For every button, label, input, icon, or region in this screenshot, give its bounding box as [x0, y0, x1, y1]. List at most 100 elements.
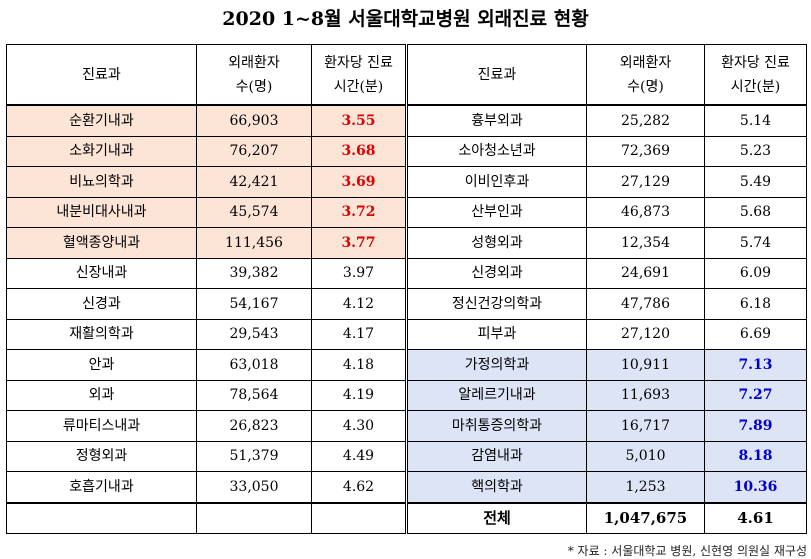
dept-cell: 산부인과 — [405, 196, 587, 228]
header-patients-line2: 수(명) — [235, 78, 273, 95]
source-note: * 자료 : 서울대학교 병원, 신현영 의원실 재구성 — [567, 544, 807, 558]
total-patients: 1,047,675 — [586, 502, 705, 534]
time-cell: 7.13 — [704, 349, 807, 381]
header-time-line2: 시간(분) — [333, 78, 384, 95]
time-cell: 4.49 — [311, 440, 407, 472]
time-cell: 5.14 — [704, 104, 807, 137]
table-row: 내분비대사내과 45,574 3.72 산부인과 46,873 5.68 — [6, 196, 807, 228]
table-row: 신장내과 39,382 3.97 신경외과 24,691 6.09 — [6, 257, 807, 289]
time-cell: 3.72 — [311, 196, 407, 228]
patients-cell: 29,543 — [196, 318, 312, 350]
patients-cell: 54,167 — [196, 288, 312, 320]
time-cell: 4.17 — [311, 318, 407, 350]
dept-cell: 순환기내과 — [6, 104, 197, 137]
patients-cell: 47,786 — [586, 288, 705, 320]
header-patients-right: 외래환자 수(명) — [586, 44, 705, 106]
total-row: 전체 1,047,675 4.61 — [6, 502, 807, 534]
patients-cell: 63,018 — [196, 349, 312, 381]
header-time-line1: 환자당 진료 — [324, 54, 393, 71]
patients-cell: 72,369 — [586, 135, 705, 167]
time-cell: 5.68 — [704, 196, 807, 228]
time-cell: 5.74 — [704, 227, 807, 259]
patients-cell: 27,129 — [586, 166, 705, 198]
dept-cell: 감염내과 — [405, 440, 587, 472]
time-cell: 4.30 — [311, 410, 407, 442]
header-patients-left: 외래환자 수(명) — [196, 44, 312, 106]
dept-cell: 신경외과 — [405, 257, 587, 289]
dept-cell: 알레르기내과 — [405, 379, 587, 411]
header-time-left: 환자당 진료 시간(분) — [311, 44, 407, 106]
header-time-line2: 시간(분) — [730, 78, 781, 95]
dept-cell: 내분비대사내과 — [6, 196, 197, 228]
time-cell: 7.89 — [704, 410, 807, 442]
table-row: 신경과 54,167 4.12 정신건강의학과 47,786 6.18 — [6, 288, 807, 320]
patients-cell: 26,823 — [196, 410, 312, 442]
header-time-right: 환자당 진료 시간(분) — [704, 44, 807, 106]
total-left-blank — [196, 502, 312, 534]
dept-cell: 이비인후과 — [405, 166, 587, 198]
dept-cell: 피부과 — [405, 318, 587, 350]
total-label: 전체 — [405, 502, 587, 534]
patients-cell: 66,903 — [196, 104, 312, 137]
table-row: 비뇨의학과 42,421 3.69 이비인후과 27,129 5.49 — [6, 166, 807, 198]
patients-cell: 42,421 — [196, 166, 312, 198]
header-time-line1: 환자당 진료 — [721, 54, 790, 71]
patients-cell: 111,456 — [196, 227, 312, 259]
table-row: 소화기내과 76,207 3.68 소아청소년과 72,369 5.23 — [6, 135, 807, 167]
patients-cell: 5,010 — [586, 440, 705, 472]
time-cell: 10.36 — [704, 471, 807, 504]
patients-cell: 10,911 — [586, 349, 705, 381]
time-cell: 4.19 — [311, 379, 407, 411]
patients-cell: 1,253 — [586, 471, 705, 504]
time-cell: 7.27 — [704, 379, 807, 411]
header-patients-line2: 수(명) — [627, 78, 664, 95]
table-row: 순환기내과 66,903 3.55 흉부외과 25,282 5.14 — [6, 104, 807, 137]
time-cell: 3.77 — [311, 227, 407, 259]
patients-cell: 45,574 — [196, 196, 312, 228]
time-cell: 6.69 — [704, 318, 807, 350]
patients-cell: 16,717 — [586, 410, 705, 442]
dept-cell: 호흡기내과 — [6, 471, 197, 504]
time-cell: 5.23 — [704, 135, 807, 167]
time-cell: 4.12 — [311, 288, 407, 320]
patients-cell: 78,564 — [196, 379, 312, 411]
table-row: 외과 78,564 4.19 알레르기내과 11,693 7.27 — [6, 379, 807, 411]
patients-cell: 76,207 — [196, 135, 312, 167]
dept-cell: 비뇨의학과 — [6, 166, 197, 198]
table-row: 호흡기내과 33,050 4.62 핵의학과 1,253 10.36 — [6, 471, 807, 504]
dept-cell: 류마티스내과 — [6, 410, 197, 442]
dept-cell: 재활의학과 — [6, 318, 197, 350]
page-title: 2020 1~8월 서울대학교병원 외래진료 현황 — [222, 8, 589, 30]
time-cell: 4.62 — [311, 471, 407, 504]
dept-cell: 마취통증의학과 — [405, 410, 587, 442]
time-cell: 8.18 — [704, 440, 807, 472]
dept-cell: 정형외과 — [6, 440, 197, 472]
dept-cell: 신경과 — [6, 288, 197, 320]
dept-cell: 신장내과 — [6, 257, 197, 289]
table-row: 류마티스내과 26,823 4.30 마취통증의학과 16,717 7.89 — [6, 410, 807, 442]
table-row: 재활의학과 29,543 4.17 피부과 27,120 6.69 — [6, 318, 807, 350]
table-row: 안과 63,018 4.18 가정의학과 10,911 7.13 — [6, 349, 807, 381]
time-cell: 3.68 — [311, 135, 407, 167]
dept-cell: 외과 — [6, 379, 197, 411]
table-row: 정형외과 51,379 4.49 감염내과 5,010 8.18 — [6, 440, 807, 472]
header-dept-left: 진료과 — [6, 44, 197, 106]
dept-cell: 혈액종양내과 — [6, 227, 197, 259]
dept-cell: 흉부외과 — [405, 104, 587, 137]
outpatient-table: 진료과 외래환자 수(명) 환자당 진료 시간(분) 진료과 외래환자 수(명)… — [6, 44, 807, 534]
patients-cell: 51,379 — [196, 440, 312, 472]
header-patients-line1: 외래환자 — [619, 54, 672, 71]
total-left-blank — [6, 502, 197, 534]
patients-cell: 33,050 — [196, 471, 312, 504]
dept-cell: 성형외과 — [405, 227, 587, 259]
time-cell: 6.18 — [704, 288, 807, 320]
header-dept-right: 진료과 — [405, 44, 587, 106]
dept-cell: 가정의학과 — [405, 349, 587, 381]
patients-cell: 25,282 — [586, 104, 705, 137]
time-cell: 6.09 — [704, 257, 807, 289]
dept-cell: 소아청소년과 — [405, 135, 587, 167]
total-time: 4.61 — [704, 502, 807, 534]
table-row: 혈액종양내과 111,456 3.77 성형외과 12,354 5.74 — [6, 227, 807, 259]
header-patients-line1: 외래환자 — [228, 54, 280, 71]
dept-cell: 소화기내과 — [6, 135, 197, 167]
